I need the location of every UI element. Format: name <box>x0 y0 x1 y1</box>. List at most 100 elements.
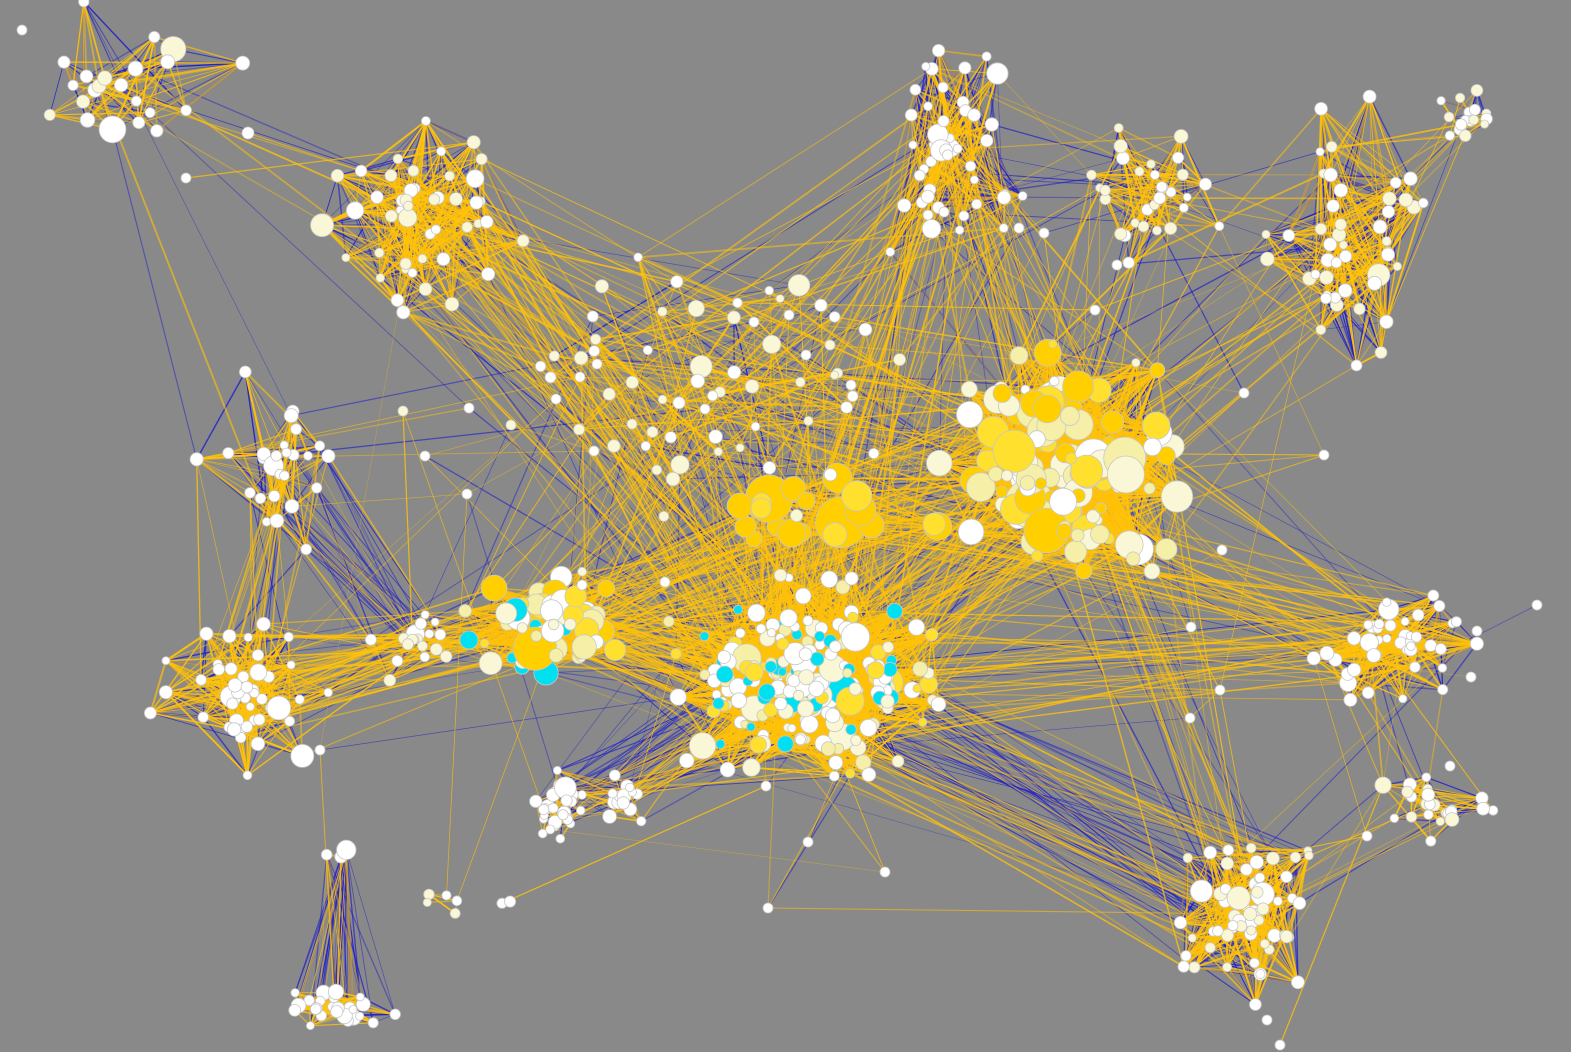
graph-edge <box>82 1 106 79</box>
graph-edge <box>316 487 441 635</box>
graph-edge <box>63 61 243 64</box>
graph-edge <box>49 61 65 116</box>
graph-edge <box>411 120 427 273</box>
graph-edge <box>156 62 244 132</box>
graph-edge <box>149 660 167 714</box>
graph-edge <box>196 444 285 461</box>
graph-edge <box>440 150 524 242</box>
graph-edge <box>344 849 347 1016</box>
graph-edge <box>104 62 243 79</box>
graph-edge <box>910 50 940 116</box>
graph-edge <box>87 100 137 121</box>
graph-edge <box>337 175 415 190</box>
graph-edge <box>323 856 342 993</box>
graph-edge <box>305 548 409 645</box>
graph-edge <box>290 429 298 507</box>
graph-edge <box>120 84 158 132</box>
graph-edge <box>884 687 1189 859</box>
graph-edge <box>165 635 230 662</box>
graph-edge <box>403 303 453 314</box>
graph-edge <box>345 849 374 1023</box>
graph-edge <box>200 633 208 680</box>
graph-edge <box>244 371 277 456</box>
graph-edge <box>284 455 329 477</box>
graph-edge <box>889 668 1274 860</box>
graph-edge <box>1180 136 1188 198</box>
graph-edge <box>345 257 453 305</box>
graph-edge <box>166 61 187 111</box>
graph-edge <box>1128 230 1158 263</box>
graph-edge <box>138 62 244 124</box>
graph-edge <box>111 36 155 130</box>
graph-edge <box>291 321 755 417</box>
graph-edge <box>390 120 427 176</box>
graph-edge <box>135 62 243 69</box>
graph-edge <box>273 495 441 636</box>
graph-edge <box>72 1 85 86</box>
graph-edge <box>1426 776 1483 799</box>
graph-edge <box>260 498 405 639</box>
graph-edge <box>244 371 413 640</box>
graph-edge <box>288 614 426 638</box>
graph-edge <box>138 61 168 123</box>
graph-edge <box>337 158 399 177</box>
graph-edge <box>842 689 1195 968</box>
graph-edge <box>380 272 413 279</box>
graph-edge <box>686 760 1240 921</box>
graph-edge <box>83 1 292 416</box>
graph-edge <box>326 854 361 998</box>
graph-edge <box>138 109 187 124</box>
graph-edge <box>196 458 251 494</box>
graph-edge <box>111 61 169 131</box>
graph-edge <box>1336 304 1358 366</box>
graph-edge <box>580 134 939 359</box>
graph-edge <box>196 371 246 460</box>
graph-edge <box>420 424 512 624</box>
graph-edge <box>1225 630 1478 890</box>
graph-edge <box>1336 304 1382 353</box>
graph-edge <box>1294 857 1299 983</box>
graph-edge <box>82 1 85 102</box>
graph-edge <box>83 1 122 86</box>
graph-edge <box>360 120 427 172</box>
graph-edge <box>345 849 361 998</box>
graph-edge <box>49 112 151 116</box>
graph-edge <box>227 452 426 658</box>
graph-edge <box>1043 151 1321 234</box>
graph-edge <box>679 251 891 466</box>
graph-edge <box>196 458 317 489</box>
graph-edge <box>319 849 347 1002</box>
graph-edge <box>1116 244 1344 266</box>
graph-edge <box>409 120 427 192</box>
graph-edge <box>82 1 88 77</box>
graph-edge <box>228 548 307 637</box>
graph-edge <box>284 475 422 624</box>
graph-edge <box>294 856 342 1011</box>
graph-edge <box>120 84 470 409</box>
graph-edge <box>440 151 453 305</box>
graph-edge <box>82 1 100 87</box>
graph-edge <box>136 62 243 102</box>
graph-edge <box>120 61 168 86</box>
graph-edge <box>83 1 187 111</box>
graph-edge <box>922 721 1275 936</box>
graph-edge <box>464 316 594 612</box>
graph-edge <box>202 716 249 776</box>
graph-edge <box>397 150 442 160</box>
graph-edge <box>319 445 437 650</box>
graph-edge <box>1386 124 1462 322</box>
graph-edge <box>425 120 437 230</box>
graph-edge <box>63 61 114 130</box>
graph-edge <box>87 48 174 121</box>
graph-edge <box>390 174 426 290</box>
graph-edge <box>321 224 407 265</box>
graph-edge <box>1442 643 1478 691</box>
graph-edge <box>273 495 422 625</box>
graph-edge <box>1320 321 1387 331</box>
graph-edge <box>291 455 329 507</box>
graph-edge <box>82 100 140 124</box>
graph-edge <box>111 129 198 460</box>
graph-edge <box>346 849 396 1015</box>
